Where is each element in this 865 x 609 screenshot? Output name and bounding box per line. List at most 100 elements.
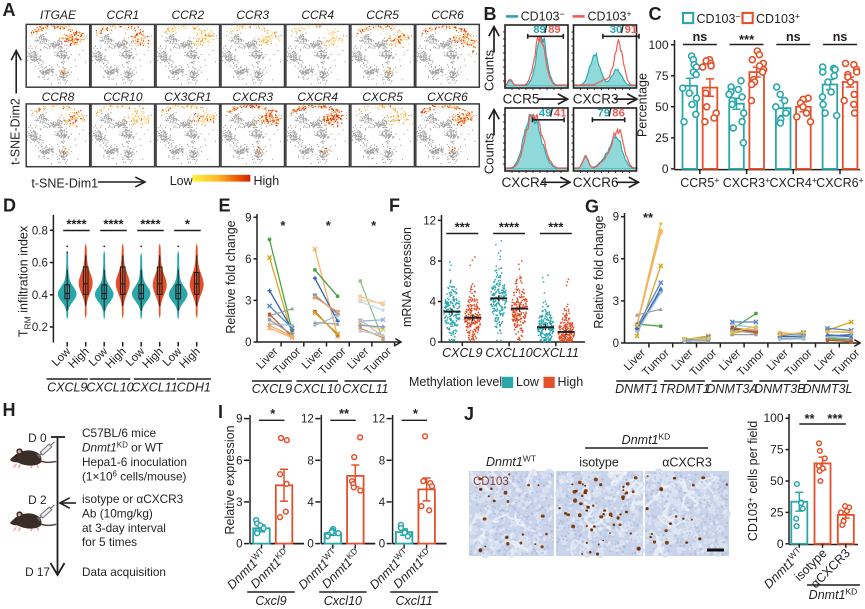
svg-text:50: 50 xyxy=(770,474,784,488)
svg-text:CXCR6+: CXCR6+ xyxy=(816,176,864,191)
svg-text:Data acquisition: Data acquisition xyxy=(82,565,166,579)
svg-text:ns: ns xyxy=(786,30,801,44)
svg-text:***: *** xyxy=(455,220,471,235)
svg-text:CXCR4: CXCR4 xyxy=(297,90,338,104)
svg-text:9: 9 xyxy=(613,212,619,224)
svg-text:F: F xyxy=(389,196,400,216)
svg-text:CX3CR1: CX3CR1 xyxy=(164,90,211,104)
svg-text:CCR5+: CCR5+ xyxy=(680,176,719,191)
svg-text:Percentage: Percentage xyxy=(636,73,650,137)
svg-text:ns: ns xyxy=(693,30,708,44)
svg-text:A: A xyxy=(3,0,16,20)
svg-text:91: 91 xyxy=(625,24,638,36)
svg-text:4: 4 xyxy=(307,497,314,509)
svg-text:CD103−: CD103− xyxy=(697,12,741,27)
svg-text:9: 9 xyxy=(245,212,251,224)
svg-text:D: D xyxy=(3,196,16,216)
svg-text:0.2: 0.2 xyxy=(32,322,48,334)
svg-text:0.8: 0.8 xyxy=(32,225,48,237)
svg-text:isotype: isotype xyxy=(579,456,619,470)
svg-text:8: 8 xyxy=(307,455,313,467)
svg-text:79: 79 xyxy=(597,108,610,120)
svg-text:CCR8: CCR8 xyxy=(42,90,75,104)
svg-text:CCR1: CCR1 xyxy=(107,8,140,22)
svg-text:TRM infiltration index: TRM infiltration index xyxy=(17,225,33,337)
svg-text:D 0: D 0 xyxy=(28,431,47,445)
svg-text:Relative fold change: Relative fold change xyxy=(592,215,606,328)
svg-text:Low: Low xyxy=(516,375,540,389)
svg-text:12: 12 xyxy=(423,215,436,227)
svg-text:3: 3 xyxy=(236,497,242,509)
svg-text:CXCR3: CXCR3 xyxy=(573,92,619,107)
svg-text:CCR3: CCR3 xyxy=(236,8,269,22)
svg-text:J: J xyxy=(464,404,474,424)
svg-text:89: 89 xyxy=(533,24,546,36)
svg-text:C: C xyxy=(649,4,662,24)
svg-text:CXCL11: CXCL11 xyxy=(131,381,177,395)
svg-text:Methylation level:: Methylation level: xyxy=(409,375,506,389)
svg-text:****: **** xyxy=(140,217,161,232)
svg-text:9: 9 xyxy=(236,414,242,426)
svg-text:86: 86 xyxy=(612,108,625,120)
svg-text:*: * xyxy=(413,406,419,421)
svg-text:DNMT3A: DNMT3A xyxy=(706,382,757,396)
svg-text:CD103+ cells per field: CD103+ cells per field xyxy=(745,421,760,541)
svg-text:High: High xyxy=(558,375,584,389)
svg-text:****: **** xyxy=(499,220,520,235)
svg-text:0: 0 xyxy=(307,539,313,551)
svg-text:6: 6 xyxy=(236,455,242,467)
svg-text:Tumor: Tumor xyxy=(783,347,815,379)
svg-text:(1×106 cells/mouse): (1×106 cells/mouse) xyxy=(82,469,187,483)
svg-text:G: G xyxy=(585,197,599,217)
svg-text:/: / xyxy=(544,24,548,36)
svg-text:Dnmt1KD or WT: Dnmt1KD or WT xyxy=(82,440,163,454)
svg-text:CXCL9: CXCL9 xyxy=(47,381,87,395)
svg-text:High: High xyxy=(178,346,203,371)
svg-text:Ab (10mg/kg): Ab (10mg/kg) xyxy=(82,506,153,520)
svg-text:DNMT1: DNMT1 xyxy=(615,382,658,396)
svg-text:Cxcl11: Cxcl11 xyxy=(395,594,432,608)
svg-text:75: 75 xyxy=(655,69,669,83)
svg-text:/: / xyxy=(621,24,625,36)
svg-text:50: 50 xyxy=(655,100,669,114)
svg-text:CXCL9: CXCL9 xyxy=(252,382,292,396)
svg-text:CCR4: CCR4 xyxy=(301,8,334,22)
svg-text:25: 25 xyxy=(770,505,784,519)
svg-text:/: / xyxy=(608,108,612,120)
svg-text:25: 25 xyxy=(655,131,669,145)
svg-text:CCR5: CCR5 xyxy=(366,8,399,22)
svg-text:CDH1: CDH1 xyxy=(177,381,211,395)
svg-text:CXCR5: CXCR5 xyxy=(362,90,403,104)
svg-text:C57BL/6 mice: C57BL/6 mice xyxy=(82,426,157,440)
svg-text:Relative fold change: Relative fold change xyxy=(224,220,238,333)
svg-text:8: 8 xyxy=(430,256,436,268)
svg-text:mRNA expression: mRNA expression xyxy=(400,227,414,327)
svg-text:CXCR3+: CXCR3+ xyxy=(723,176,771,191)
svg-text:Cxcl10: Cxcl10 xyxy=(324,594,362,608)
svg-text:αCXCR3: αCXCR3 xyxy=(662,456,712,470)
svg-text:****: **** xyxy=(103,217,124,232)
svg-text:0: 0 xyxy=(245,337,251,349)
svg-text:49: 49 xyxy=(539,108,552,120)
svg-text:**: ** xyxy=(804,411,815,426)
svg-text:DNMT3B: DNMT3B xyxy=(754,382,805,396)
svg-text:**: ** xyxy=(339,406,350,421)
svg-text:12: 12 xyxy=(301,414,314,426)
svg-text:/: / xyxy=(550,108,554,120)
svg-text:ITGAE: ITGAE xyxy=(40,8,77,22)
svg-text:*: * xyxy=(326,218,332,233)
svg-text:**: ** xyxy=(643,210,654,225)
svg-text:CXCL10: CXCL10 xyxy=(485,346,532,360)
svg-text:t-SNE-Dim2: t-SNE-Dim2 xyxy=(9,98,23,165)
svg-text:100: 100 xyxy=(763,411,783,425)
svg-text:0: 0 xyxy=(777,537,784,551)
svg-text:*: * xyxy=(371,218,377,233)
svg-text:B: B xyxy=(484,4,497,24)
svg-text:D 17: D 17 xyxy=(25,565,50,579)
svg-text:Cxcl9: Cxcl9 xyxy=(255,594,286,608)
svg-text:3: 3 xyxy=(245,295,251,307)
svg-text:89: 89 xyxy=(548,24,561,36)
svg-text:Dnmt1KD: Dnmt1KD xyxy=(809,587,858,603)
svg-text:***: *** xyxy=(548,220,564,235)
svg-text:CD103: CD103 xyxy=(473,476,509,488)
